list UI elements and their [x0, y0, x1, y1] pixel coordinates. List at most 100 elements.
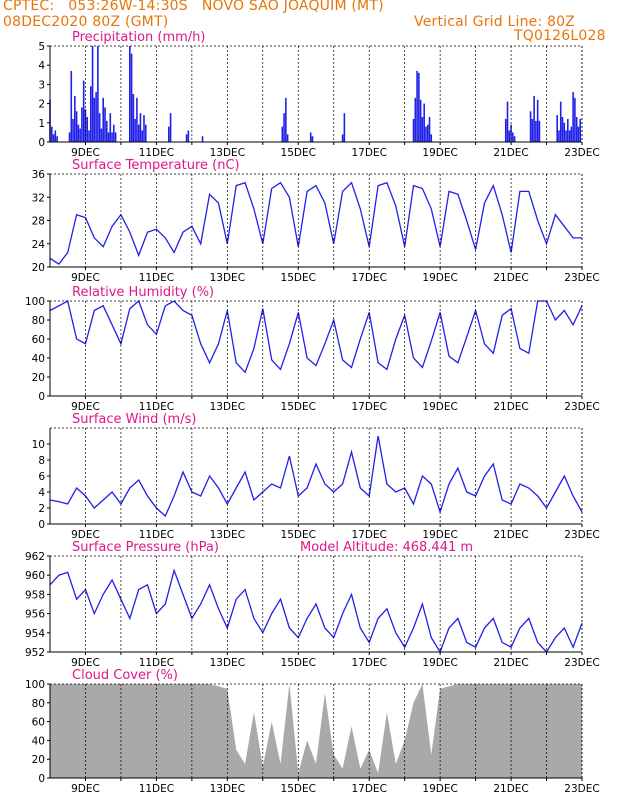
pressure-y-tick-label: 962: [25, 551, 45, 563]
precip-bar: [567, 118, 569, 142]
cloud-y-tick-label: 80: [32, 698, 45, 710]
rh-series-line: [49, 299, 583, 374]
wind-x-tick-label: 21DEC: [493, 529, 528, 541]
wind-title: Surface Wind (m/s): [72, 412, 196, 427]
precip-bar: [93, 97, 96, 142]
pressure-y-tick-label: 958: [25, 589, 45, 601]
precip-bar: [136, 97, 138, 142]
pressure-x-tick-label: 21DEC: [493, 657, 528, 669]
rh-title: Relative Humidity (%): [72, 285, 214, 300]
precip-bar: [513, 136, 516, 142]
precip-bar: [97, 46, 99, 142]
precip-bar: [91, 46, 94, 142]
precip-bar: [81, 107, 83, 142]
precip-y-tick-label: 2: [38, 99, 45, 111]
cloud-x-tick-label: 9DEC: [71, 783, 100, 795]
temp-y-tick-label: 20: [32, 262, 45, 274]
temp-x-tick-label: 17DEC: [351, 272, 386, 284]
precip-bar: [84, 109, 87, 142]
precip-bar: [86, 117, 89, 142]
wind-y-tick-label: 10: [32, 439, 45, 451]
precip-bar: [82, 80, 85, 142]
precip-x-tick-label: 21DEC: [493, 147, 528, 159]
precip-bar: [75, 111, 78, 142]
precip-y-tick-label: 0: [38, 137, 45, 149]
precip-bar: [533, 95, 535, 142]
rh-x-tick-label: 23DEC: [564, 401, 599, 413]
precip-bar: [504, 118, 507, 142]
precip-bar: [113, 124, 115, 142]
precip-bar: [107, 132, 110, 142]
precip-bar: [529, 111, 532, 142]
cloud-y-tick-label: 0: [38, 773, 45, 785]
rh-x-tick-label: 13DEC: [210, 401, 245, 413]
rh-x-tick-label: 15DEC: [281, 401, 316, 413]
precip-bar: [428, 117, 431, 142]
wind-x-tick-label: 19DEC: [422, 529, 457, 541]
wind-y-tick-label: 2: [38, 503, 45, 515]
precip-bar: [70, 70, 73, 142]
temp-x-tick-label: 23DEC: [564, 272, 599, 284]
pressure-y-tick-label: 956: [25, 609, 45, 621]
precip-bar: [114, 132, 117, 142]
pressure-x-tick-label: 15DEC: [281, 657, 316, 669]
precip-bar: [285, 97, 287, 142]
temp-x-tick-label: 13DEC: [210, 272, 245, 284]
pressure-x-tick-label: 9DEC: [71, 657, 100, 669]
pressure-panel: Surface Pressure (hPa) Model Altitude: 46…: [25, 540, 600, 669]
precip-bar: [418, 72, 420, 142]
temp-x-tick-label: 9DEC: [71, 272, 100, 284]
rh-y-tick-label: 0: [38, 391, 45, 403]
precip-bar: [531, 118, 534, 142]
rh-x-tick-label: 21DEC: [493, 401, 528, 413]
cloud-x-tick-label: 19DEC: [422, 783, 457, 795]
precip-bar: [141, 130, 144, 142]
precip-bar: [109, 113, 112, 142]
precip-bar: [419, 99, 422, 142]
precip-bar: [311, 136, 314, 142]
precip-bar: [283, 113, 285, 142]
wind-x-tick-label: 13DEC: [210, 529, 245, 541]
cloud-y-tick-label: 60: [32, 717, 45, 729]
pressure-x-tick-label: 19DEC: [422, 657, 457, 669]
precip-panel: Precipitation (mm/h) 0 1 2 3 4 5 9DEC 11DEC 13DEC…: [38, 30, 599, 159]
precip-bar: [568, 130, 571, 142]
cloud-x-tick-label: 21DEC: [493, 783, 528, 795]
precip-bar: [74, 95, 76, 142]
precip-bar: [556, 115, 558, 142]
wind-y-tick-label: 8: [38, 455, 45, 467]
precip-bar: [185, 134, 188, 142]
precip-bar: [201, 136, 204, 142]
precip-bar: [98, 113, 101, 142]
precip-y-tick-label: 3: [38, 79, 45, 91]
precip-bar: [79, 128, 81, 142]
precip-x-tick-label: 15DEC: [281, 147, 316, 159]
precip-bar: [416, 70, 418, 142]
rh-y-tick-label: 40: [32, 353, 45, 365]
precip-bar: [510, 124, 512, 142]
precip-bar: [130, 53, 133, 142]
wind-x-tick-label: 11DEC: [139, 529, 174, 541]
precip-bar: [281, 126, 284, 142]
precip-bar: [512, 132, 514, 142]
precip-y-tick-label: 1: [38, 118, 45, 130]
precip-bar: [187, 130, 190, 142]
pressure-x-tick-label: 11DEC: [139, 657, 174, 669]
rh-x-tick-label: 17DEC: [351, 401, 386, 413]
wind-x-tick-label: 23DEC: [564, 529, 599, 541]
precip-bar: [538, 120, 541, 142]
precip-bar: [343, 113, 346, 142]
precip-bar: [169, 113, 172, 142]
precip-bar: [168, 126, 170, 142]
cloud-x-tick-label: 17DEC: [351, 783, 386, 795]
precip-bar: [144, 124, 147, 142]
pressure-title: Surface Pressure (hPa): [72, 540, 219, 555]
precip-bar: [105, 120, 108, 142]
cloud-y-tick-label: 40: [32, 735, 45, 747]
precip-bar: [104, 107, 106, 142]
precip-bar: [89, 86, 92, 142]
cloud-panel: Cloud Cover (%) 0 20 40 60 80 100 9DEC 11DEC 13DE…: [25, 668, 600, 795]
cloud-y-tick-label: 20: [32, 754, 45, 766]
precip-bar: [536, 99, 539, 142]
rh-panel: Relative Humidity (%) 0 20 40 60 80 100 9DEC 11D…: [25, 285, 600, 413]
